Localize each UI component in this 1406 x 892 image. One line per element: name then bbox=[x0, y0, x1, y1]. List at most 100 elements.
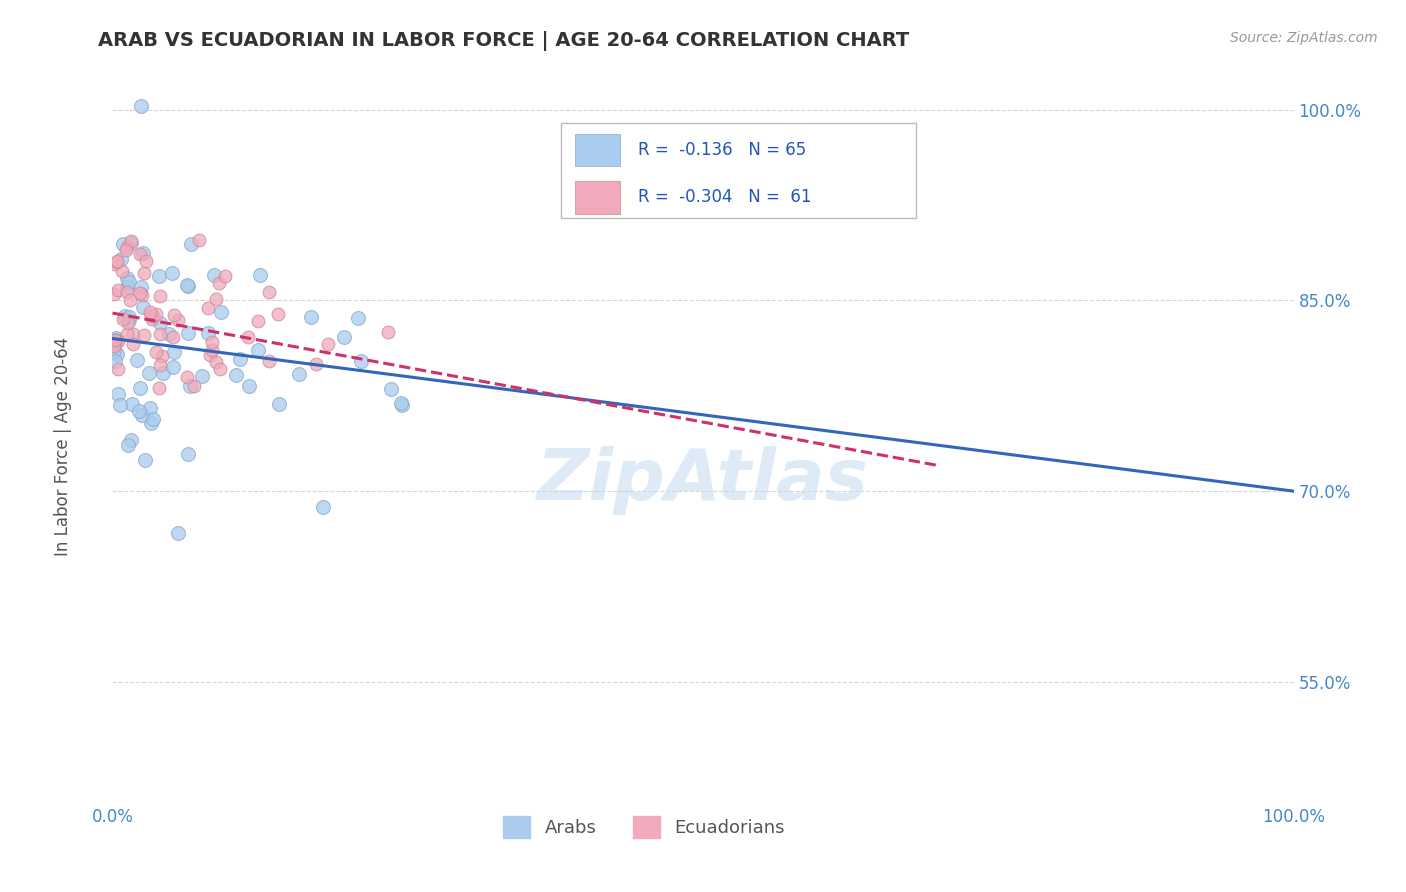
Point bbox=[145, 344, 167, 359]
Text: Source: ZipAtlas.com: Source: ZipAtlas.com bbox=[1230, 31, 1378, 45]
Point bbox=[141, 311, 163, 326]
Point bbox=[139, 309, 162, 323]
Point bbox=[107, 334, 129, 349]
Point bbox=[121, 397, 143, 411]
Point bbox=[247, 314, 270, 328]
Point bbox=[105, 255, 128, 269]
Point bbox=[149, 316, 172, 330]
Point bbox=[176, 277, 198, 292]
Point bbox=[347, 311, 370, 326]
Point bbox=[115, 285, 138, 299]
Point bbox=[117, 316, 139, 330]
Point bbox=[131, 288, 153, 302]
Point bbox=[115, 280, 138, 294]
Point bbox=[132, 246, 155, 260]
Point bbox=[316, 337, 339, 351]
Point bbox=[141, 416, 163, 430]
Point bbox=[179, 379, 201, 393]
Point bbox=[117, 326, 139, 341]
Point bbox=[150, 349, 173, 363]
Point bbox=[110, 252, 132, 266]
Point bbox=[200, 343, 222, 358]
Text: ARAB VS ECUADORIAN IN LABOR FORCE | AGE 20-64 CORRELATION CHART: ARAB VS ECUADORIAN IN LABOR FORCE | AGE … bbox=[98, 31, 910, 51]
Point bbox=[118, 293, 141, 308]
Point bbox=[205, 355, 228, 369]
Point bbox=[177, 279, 200, 293]
Point bbox=[108, 399, 131, 413]
Point bbox=[380, 382, 402, 396]
Point bbox=[299, 310, 322, 324]
Point bbox=[117, 438, 139, 452]
Point bbox=[333, 330, 356, 344]
Point bbox=[257, 285, 280, 300]
Point bbox=[148, 382, 170, 396]
Point bbox=[120, 433, 142, 447]
Point bbox=[129, 279, 152, 293]
Point bbox=[198, 347, 221, 361]
Point bbox=[312, 500, 335, 515]
Point bbox=[204, 292, 226, 306]
Point bbox=[167, 313, 190, 327]
Point bbox=[163, 344, 186, 359]
Point bbox=[236, 330, 259, 344]
Point bbox=[389, 396, 412, 410]
Point bbox=[197, 301, 219, 315]
FancyBboxPatch shape bbox=[561, 122, 915, 218]
Point bbox=[183, 378, 205, 392]
Point bbox=[115, 243, 138, 257]
Point bbox=[105, 254, 128, 268]
Point bbox=[167, 525, 190, 540]
Legend: Arabs, Ecuadorians: Arabs, Ecuadorians bbox=[496, 808, 792, 845]
Point bbox=[104, 333, 127, 347]
Point bbox=[103, 256, 125, 270]
Point bbox=[114, 310, 136, 324]
Point bbox=[377, 325, 399, 339]
Point bbox=[238, 379, 260, 393]
Point bbox=[138, 367, 160, 381]
Point bbox=[267, 307, 290, 321]
Point bbox=[104, 353, 127, 368]
Point bbox=[103, 339, 125, 353]
Point bbox=[177, 326, 200, 341]
Point bbox=[139, 401, 162, 415]
Point bbox=[247, 343, 270, 358]
Point bbox=[180, 237, 202, 252]
Point bbox=[132, 266, 155, 280]
Point bbox=[115, 240, 138, 254]
Point bbox=[131, 408, 153, 422]
Point bbox=[135, 253, 157, 268]
Point bbox=[157, 326, 180, 341]
Text: R =  -0.304   N =  61: R = -0.304 N = 61 bbox=[638, 188, 811, 206]
Point bbox=[257, 354, 280, 368]
Point bbox=[228, 352, 250, 367]
Text: R =  -0.136   N = 65: R = -0.136 N = 65 bbox=[638, 141, 806, 159]
Point bbox=[107, 387, 129, 401]
Point bbox=[129, 99, 152, 113]
Point bbox=[305, 357, 328, 371]
FancyBboxPatch shape bbox=[575, 181, 620, 214]
Point bbox=[105, 331, 128, 345]
Point bbox=[350, 354, 373, 368]
Point bbox=[128, 404, 150, 418]
Point bbox=[208, 276, 231, 290]
Point bbox=[112, 312, 135, 326]
Text: In Labor Force | Age 20-64: In Labor Force | Age 20-64 bbox=[55, 336, 72, 556]
Point bbox=[118, 275, 141, 289]
Point bbox=[149, 327, 172, 342]
Point bbox=[122, 327, 145, 342]
Point bbox=[162, 308, 184, 322]
Point bbox=[129, 286, 152, 301]
Point bbox=[115, 270, 138, 285]
Point bbox=[127, 352, 149, 367]
Point bbox=[118, 310, 141, 324]
Point bbox=[176, 369, 198, 384]
Point bbox=[145, 307, 167, 321]
Point bbox=[107, 346, 129, 360]
Point bbox=[107, 362, 129, 376]
Point bbox=[112, 236, 135, 251]
Point bbox=[122, 337, 145, 351]
Text: ZipAtlas: ZipAtlas bbox=[537, 447, 869, 516]
Point bbox=[134, 452, 156, 467]
Point bbox=[214, 268, 236, 283]
Point bbox=[391, 398, 413, 412]
